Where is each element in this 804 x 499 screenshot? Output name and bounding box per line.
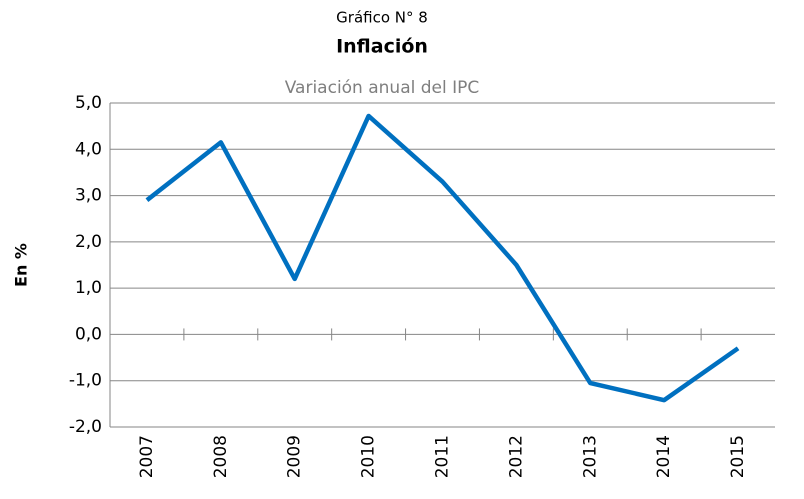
x-tick-label: 2010 (359, 435, 379, 478)
y-tick-label: 1,0 (75, 278, 102, 298)
x-tick-label: 2014 (654, 435, 674, 478)
x-tick-label: 2012 (506, 435, 526, 478)
y-axis-label: En % (12, 243, 31, 287)
chart-title: Gráfico N° 8 (336, 9, 428, 27)
x-tick-label: 2007 (137, 435, 157, 478)
x-tick-label: 2011 (433, 435, 453, 478)
x-tick-label: 2009 (285, 435, 305, 478)
x-tick-label: 2008 (211, 435, 231, 478)
x-tick-label: 2013 (580, 435, 600, 478)
y-tick-label: 4,0 (75, 139, 102, 159)
y-tick-label: -1,0 (69, 371, 102, 391)
chart-caption: Variación anual del IPC (285, 78, 480, 98)
data-line (145, 113, 740, 403)
chart-subtitle: Inflación (336, 36, 428, 58)
y-tick-label: 3,0 (75, 186, 102, 206)
x-tick-label: 2015 (728, 435, 748, 478)
y-tick-label: 0,0 (75, 324, 102, 344)
y-tick-label: 2,0 (75, 232, 102, 252)
y-tick-label: 5,0 (75, 93, 102, 113)
y-tick-label: -2,0 (69, 417, 102, 437)
